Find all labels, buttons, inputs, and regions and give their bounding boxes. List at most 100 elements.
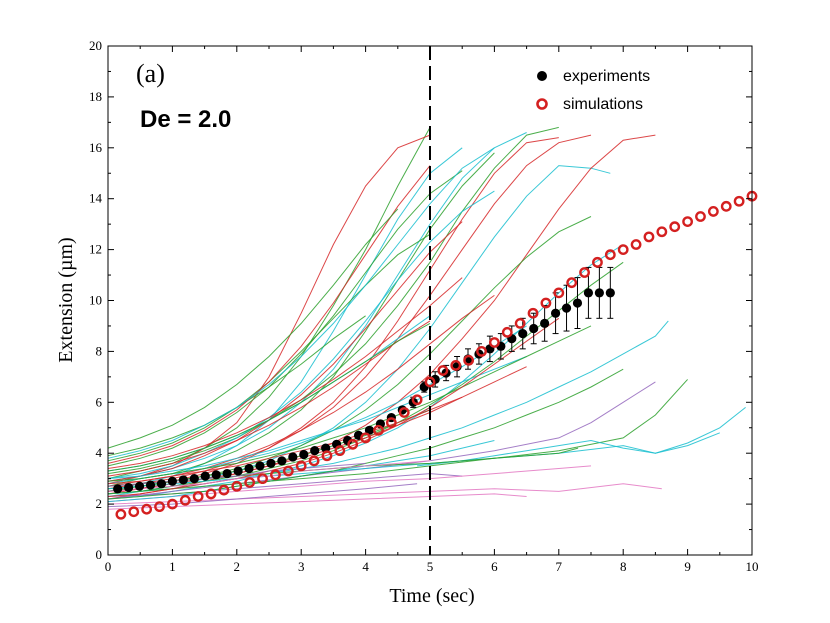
trajectory-line-1 <box>107 134 431 485</box>
experiment-point-45 <box>605 288 615 298</box>
experiment-point-17 <box>299 449 309 460</box>
trajectory-line-7 <box>107 134 592 490</box>
trajectory-line-32 <box>107 483 662 505</box>
y-tick-label-2: 4 <box>96 445 103 460</box>
y-tick-label-0: 0 <box>96 547 103 562</box>
x-tick-label-8: 8 <box>620 559 627 574</box>
trajectory-line-37 <box>107 483 418 508</box>
simulation-point-24 <box>424 376 436 388</box>
experiment-point-23 <box>364 425 375 435</box>
simulation-point-11 <box>257 473 268 485</box>
simulation-point-3 <box>154 501 165 513</box>
simulation-point-1 <box>128 506 140 518</box>
simulation-point-10 <box>244 477 256 488</box>
panel-label: (a) <box>136 59 165 88</box>
trajectory-line-19 <box>107 320 431 477</box>
simulation-point-13 <box>282 465 294 477</box>
experiment-point-44 <box>594 288 604 298</box>
simulation-point-4 <box>166 498 178 510</box>
simulation-point-44 <box>682 216 693 228</box>
simulation-point-14 <box>295 460 307 472</box>
experiment-point-3 <box>145 480 156 490</box>
trajectory-line-46 <box>107 147 495 459</box>
experiment-point-40 <box>550 308 561 318</box>
experiment-point-4 <box>156 479 167 489</box>
trajectory-line-27 <box>107 325 592 482</box>
simulation-point-21 <box>385 417 397 429</box>
simulation-point-35 <box>566 277 578 289</box>
y-tick-label-10: 20 <box>89 38 102 53</box>
x-tick-label-4: 4 <box>362 559 369 574</box>
x-tick-label-0: 0 <box>105 559 112 574</box>
simulation-point-17 <box>334 445 346 457</box>
legend: experiments simulations <box>536 68 650 113</box>
simulation-point-9 <box>231 480 243 492</box>
legend-experiments-label: experiments <box>563 68 650 85</box>
y-tick-label-5: 10 <box>89 293 102 308</box>
experiment-point-6 <box>178 475 188 485</box>
y-tick-label-3: 6 <box>96 394 103 409</box>
simulation-point-30 <box>501 326 513 338</box>
x-tick-label-10: 10 <box>746 559 759 574</box>
simulation-point-46 <box>707 206 719 217</box>
simulation-point-45 <box>695 211 706 222</box>
experiment-point-39 <box>540 318 550 329</box>
x-tick-label-5: 5 <box>427 559 434 574</box>
trajectory-line-11 <box>107 190 495 480</box>
simulation-point-8 <box>218 484 230 496</box>
y-axis-label: Extension (µm) <box>55 237 77 362</box>
trajectory-line-25 <box>107 277 463 469</box>
simulation-point-20 <box>373 424 384 436</box>
trajectory-line-33 <box>107 493 527 510</box>
experiment-point-7 <box>189 474 199 484</box>
simulation-point-7 <box>205 488 217 500</box>
x-tick-label-2: 2 <box>234 559 241 574</box>
experiment-point-18 <box>310 446 320 456</box>
trajectory-line-38 <box>107 317 560 497</box>
simulation-point-40 <box>630 239 642 250</box>
experiment-point-15 <box>277 456 287 466</box>
experiment-point-8 <box>200 471 210 481</box>
x-tick-label-3: 3 <box>298 559 305 574</box>
simulation-point-38 <box>604 249 616 261</box>
experiment-point-9 <box>211 470 221 480</box>
simulation-point-23 <box>411 394 423 406</box>
trajectory-line-23 <box>107 356 527 480</box>
simulation-point-37 <box>592 256 603 268</box>
trajectory-line-30 <box>107 379 688 495</box>
simulation-point-27 <box>463 354 475 366</box>
simulation-point-22 <box>398 407 410 418</box>
trajectory-line-31 <box>417 432 720 467</box>
simulation-point-33 <box>540 297 552 309</box>
simulation-point-25 <box>437 365 449 376</box>
simulation-point-19 <box>360 432 371 444</box>
trajectory-line-13 <box>107 221 463 482</box>
trajectory-line-6 <box>107 126 559 475</box>
experiment-point-11 <box>233 466 243 476</box>
experiment-point-0 <box>113 484 123 494</box>
simulation-point-48 <box>733 195 745 207</box>
x-tick-label-7: 7 <box>556 559 563 574</box>
experiment-point-12 <box>244 463 254 474</box>
x-axis-label: Time (sec) <box>389 585 474 607</box>
axis-ticks <box>107 45 753 556</box>
simulation-point-28 <box>476 345 487 357</box>
experiment-point-2 <box>134 481 145 491</box>
y-tick-label-4: 8 <box>96 343 103 358</box>
experiment-point-10 <box>222 468 232 479</box>
simulation-point-2 <box>141 503 153 515</box>
x-tick-label-6: 6 <box>491 559 498 574</box>
simulation-point-16 <box>321 450 333 462</box>
y-tick-label-9: 18 <box>89 89 102 104</box>
simulation-point-15 <box>308 455 320 467</box>
simulation-point-41 <box>643 231 655 243</box>
simulation-point-36 <box>579 267 590 278</box>
simulation-point-42 <box>656 226 668 238</box>
legend-simulations-marker <box>536 98 548 110</box>
experiment-point-38 <box>529 323 539 334</box>
simulation-point-31 <box>514 318 526 329</box>
trajectory-line-28 <box>107 381 656 500</box>
legend-simulations-label: simulations <box>563 96 643 113</box>
